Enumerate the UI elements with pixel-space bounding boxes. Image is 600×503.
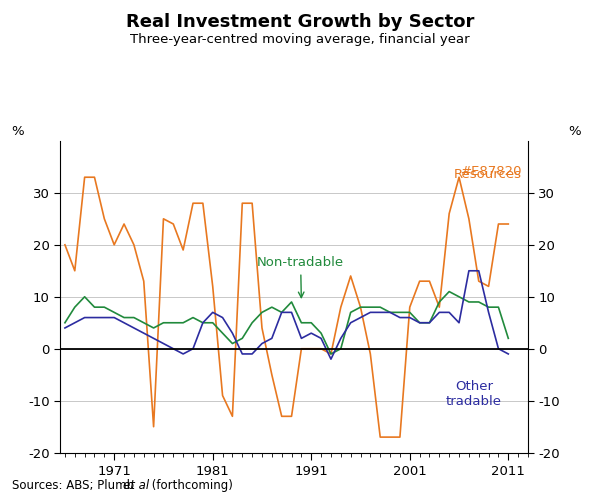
Text: et al: et al bbox=[123, 479, 149, 492]
Text: Sources: ABS; Plumb: Sources: ABS; Plumb bbox=[12, 479, 138, 492]
Text: Resources: Resources bbox=[454, 168, 522, 181]
Text: %: % bbox=[568, 125, 581, 138]
Text: #E87820: #E87820 bbox=[461, 164, 523, 178]
Text: Real Investment Growth by Sector: Real Investment Growth by Sector bbox=[126, 13, 474, 31]
Text: %: % bbox=[11, 125, 24, 138]
Text: Non-tradable: Non-tradable bbox=[257, 257, 344, 298]
Text: Three-year-centred moving average, financial year: Three-year-centred moving average, finan… bbox=[130, 33, 470, 46]
Text: (forthcoming): (forthcoming) bbox=[148, 479, 233, 492]
Text: Other
tradable: Other tradable bbox=[446, 380, 502, 408]
